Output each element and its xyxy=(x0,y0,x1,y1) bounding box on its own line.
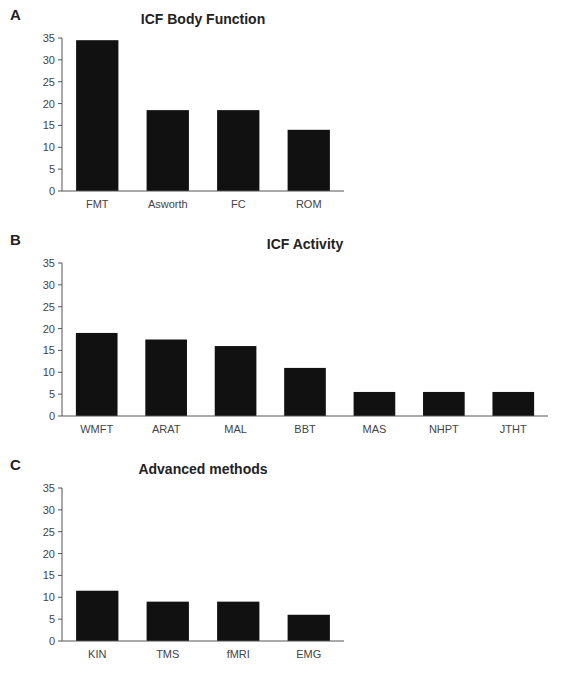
y-tick-label: 15 xyxy=(43,344,55,356)
bar xyxy=(215,346,257,416)
y-tick-label: 0 xyxy=(49,185,55,197)
bar xyxy=(288,615,330,641)
bar xyxy=(76,591,118,641)
y-tick-label: 10 xyxy=(43,366,55,378)
y-tick-label: 0 xyxy=(49,410,55,422)
x-tick-label: EMG xyxy=(296,648,321,660)
x-tick-label: KIN xyxy=(88,648,106,660)
bar xyxy=(76,333,118,416)
bar xyxy=(76,40,118,191)
y-tick-label: 20 xyxy=(43,323,55,335)
x-tick-label: FMT xyxy=(86,198,109,210)
y-tick xyxy=(58,350,62,351)
y-tick-label: 30 xyxy=(43,279,55,291)
y-tick-label: 25 xyxy=(43,301,55,313)
y-tick-label: 30 xyxy=(43,54,55,66)
y-tick-label: 35 xyxy=(43,32,55,44)
panel: C Advanced methods 0 5 10 15 20 25 30 35 KIN TMS fMR… xyxy=(10,456,344,660)
y-tick xyxy=(58,509,62,510)
y-tick xyxy=(58,641,62,642)
x-tick-label: FC xyxy=(231,198,246,210)
x-tick-label: ROM xyxy=(296,198,322,210)
panel: A ICF Body Function 0 5 10 15 20 25 30 35 FMT Aswor… xyxy=(10,6,344,210)
bar xyxy=(217,110,259,191)
y-tick xyxy=(58,575,62,576)
y-tick-label: 10 xyxy=(43,591,55,603)
y-tick xyxy=(58,394,62,395)
y-tick xyxy=(58,81,62,82)
panel-label: A xyxy=(10,6,21,23)
x-axis xyxy=(62,191,344,192)
y-tick xyxy=(58,284,62,285)
y-tick xyxy=(58,169,62,170)
y-tick-label: 15 xyxy=(43,119,55,131)
x-axis xyxy=(62,641,344,642)
y-tick-label: 35 xyxy=(43,257,55,269)
bar xyxy=(354,392,396,416)
bar xyxy=(147,110,189,191)
x-tick-label: MAL xyxy=(224,423,247,435)
y-axis xyxy=(62,488,63,641)
y-tick xyxy=(58,38,62,39)
x-tick-label: TMS xyxy=(156,648,179,660)
bar xyxy=(288,130,330,191)
y-tick xyxy=(58,263,62,264)
y-tick-label: 25 xyxy=(43,526,55,538)
y-tick-label: 15 xyxy=(43,569,55,581)
y-axis xyxy=(62,38,63,191)
bar xyxy=(284,368,326,416)
y-tick-label: 0 xyxy=(49,635,55,647)
title: ICF Activity xyxy=(267,236,344,252)
y-tick-label: 20 xyxy=(43,548,55,560)
x-tick-label: ARAT xyxy=(152,423,181,435)
x-axis xyxy=(62,416,548,417)
y-tick xyxy=(58,103,62,104)
x-tick-label: NHPT xyxy=(429,423,459,435)
x-tick-label: JTHT xyxy=(500,423,527,435)
y-tick xyxy=(58,147,62,148)
y-tick-label: 5 xyxy=(49,163,55,175)
y-tick-label: 25 xyxy=(43,76,55,88)
x-tick-label: MAS xyxy=(363,423,387,435)
y-tick xyxy=(58,306,62,307)
y-tick-label: 35 xyxy=(43,482,55,494)
panel-label: C xyxy=(10,456,21,473)
chart-root: A ICF Body Function 0 5 10 15 20 25 30 35 FMT Aswor… xyxy=(0,0,579,675)
y-tick xyxy=(58,416,62,417)
bar xyxy=(423,392,465,416)
x-tick-label: BBT xyxy=(294,423,316,435)
y-tick-label: 20 xyxy=(43,98,55,110)
y-tick xyxy=(58,531,62,532)
title: ICF Body Function xyxy=(141,11,265,27)
y-tick xyxy=(58,553,62,554)
y-axis xyxy=(62,263,63,416)
y-tick xyxy=(58,619,62,620)
y-tick xyxy=(58,328,62,329)
panel: B ICF Activity 0 5 10 15 20 25 30 35 WMFT ARAT MAL BB… xyxy=(10,231,548,435)
y-tick xyxy=(58,372,62,373)
bars xyxy=(76,40,330,191)
y-tick-label: 5 xyxy=(49,388,55,400)
panel-label: B xyxy=(10,231,21,248)
title: Advanced methods xyxy=(138,461,267,477)
y-tick xyxy=(58,59,62,60)
bars xyxy=(76,333,534,416)
y-tick-label: 5 xyxy=(49,613,55,625)
bar xyxy=(217,602,259,641)
y-tick-label: 30 xyxy=(43,504,55,516)
y-tick xyxy=(58,488,62,489)
y-tick xyxy=(58,191,62,192)
figure: A ICF Body Function 0 5 10 15 20 25 30 35 FMT Aswor… xyxy=(0,0,579,675)
y-tick xyxy=(58,597,62,598)
x-tick-label: WMFT xyxy=(80,423,113,435)
bars xyxy=(76,591,330,641)
x-tick-label: fMRI xyxy=(227,648,250,660)
bar xyxy=(492,392,534,416)
x-tick-label: Asworth xyxy=(148,198,188,210)
y-tick-label: 10 xyxy=(43,141,55,153)
y-tick xyxy=(58,125,62,126)
bar xyxy=(147,602,189,641)
bar xyxy=(145,340,187,417)
